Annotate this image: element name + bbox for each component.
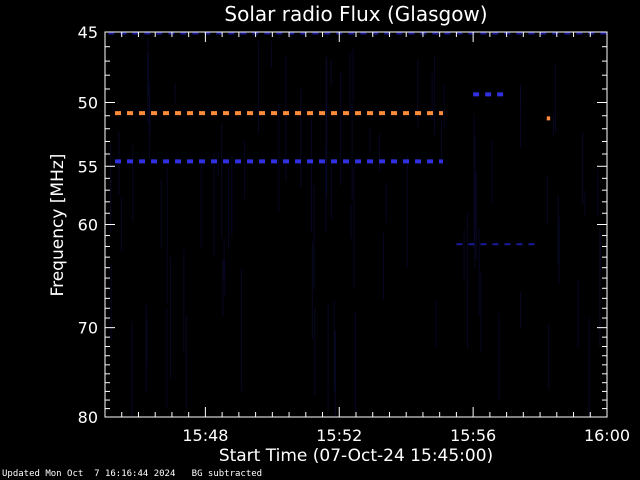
bg-subtracted-note: BG subtracted: [191, 469, 263, 479]
y-tick-label: 45: [78, 23, 98, 42]
x-axis-ticks: 15:48 15:52 15:56 16:00: [121, 32, 630, 445]
y-tick-label: 70: [78, 319, 98, 338]
y-tick-label: 55: [78, 157, 98, 176]
updated-timestamp: Updated Mon Oct 7 16:16:44 2024: [2, 469, 176, 479]
y-tick-label: 60: [78, 216, 98, 235]
chart-title: Solar radio Flux (Glasgow): [224, 2, 487, 26]
y-tick-label: 50: [78, 94, 98, 113]
x-tick-label: 16:00: [584, 426, 630, 445]
y-tick-label: 80: [78, 408, 98, 427]
x-tick-label: 15:52: [316, 426, 362, 445]
y-axis-label: Frequency [MHz]: [48, 154, 68, 297]
x-tick-label: 15:56: [450, 426, 496, 445]
signal-layer: [108, 32, 607, 246]
y-axis-ticks: 45 50 55 60 70 80: [78, 23, 607, 427]
plot-background: [109, 38, 601, 416]
footer-status: Updated Mon Oct 7 16:16:44 2024 BG subtr…: [2, 469, 262, 479]
x-axis-label: Start Time (07-Oct-24 15:45:00): [219, 446, 493, 466]
x-tick-label: 15:48: [182, 426, 228, 445]
